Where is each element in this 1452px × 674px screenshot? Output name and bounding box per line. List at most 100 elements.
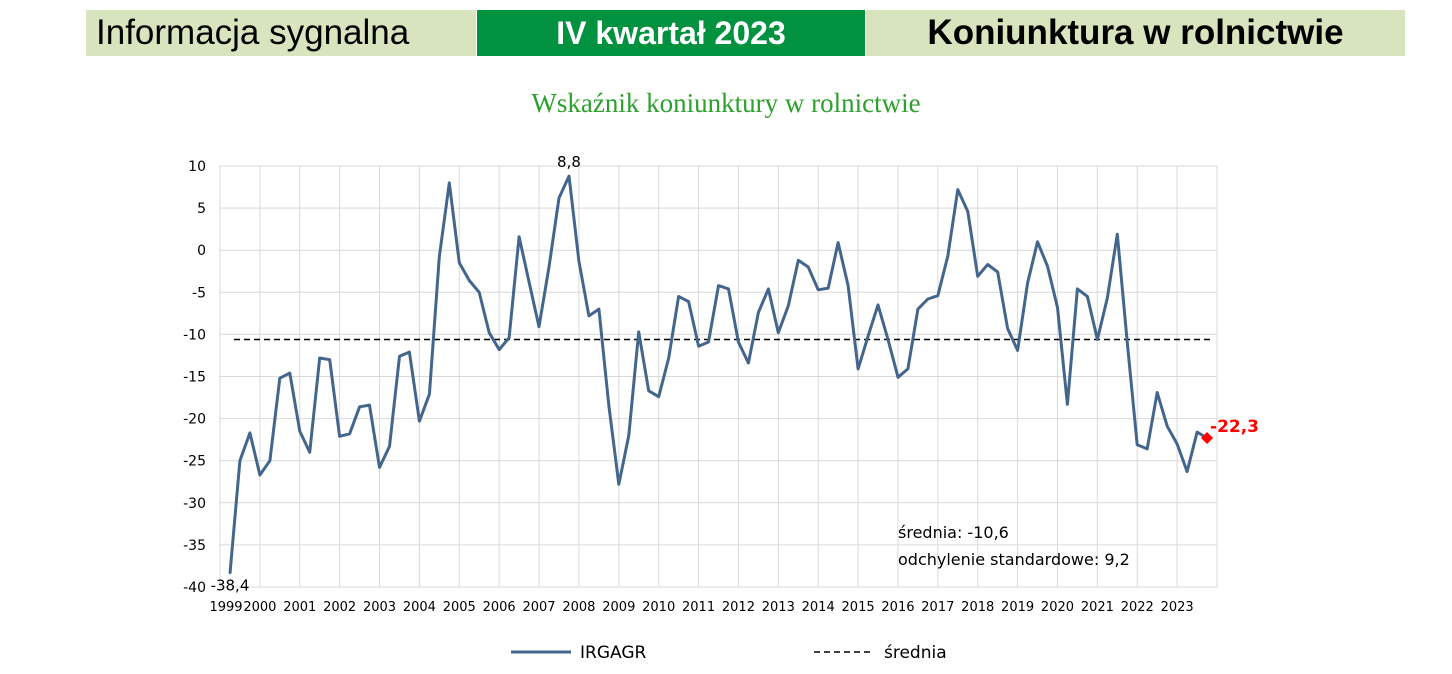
data-point	[1066, 403, 1069, 406]
y-tick-label: -40	[183, 580, 206, 596]
data-point	[1196, 431, 1198, 433]
y-tick-label: -35	[183, 538, 206, 554]
data-point	[1056, 306, 1059, 309]
data-point	[837, 241, 839, 244]
data-point	[897, 376, 899, 379]
data-point	[498, 348, 500, 351]
series-line-irgagr	[228, 174, 1208, 574]
data-point	[1156, 391, 1158, 394]
std-annotation: odchylenie standardowe: 9,2	[898, 550, 1130, 569]
data-point	[408, 351, 411, 353]
data-point	[956, 188, 959, 191]
x-tick-label: 2008	[562, 600, 595, 615]
x-tick-label: 2019	[1001, 600, 1034, 615]
data-point	[458, 262, 461, 264]
data-point	[767, 288, 770, 290]
x-tick-label: 2007	[522, 600, 555, 615]
data-point	[757, 311, 760, 314]
data-point	[308, 451, 311, 454]
legend: IRGAGR średnia	[511, 643, 947, 663]
data-point	[627, 434, 630, 437]
data-point	[239, 459, 241, 462]
y-tick-label: -10	[183, 327, 206, 343]
data-point	[318, 357, 321, 359]
data-point	[448, 182, 451, 184]
data-point	[966, 210, 969, 213]
y-tick-label: -30	[183, 496, 206, 512]
data-point	[288, 372, 291, 374]
data-point	[647, 390, 650, 392]
data-point	[807, 266, 810, 268]
data-point	[438, 256, 441, 258]
data-point	[398, 355, 401, 358]
data-point	[348, 432, 351, 435]
x-tick-label: 2020	[1041, 600, 1074, 615]
legend-label-irgagr: IRGAGR	[580, 643, 647, 663]
data-point	[1076, 288, 1079, 290]
x-tick-label: 2010	[642, 600, 675, 615]
min-data-label: -38,4	[211, 577, 250, 595]
data-point	[279, 377, 281, 379]
data-point	[707, 341, 710, 343]
data-point	[1106, 297, 1109, 299]
x-tick-label: 2021	[1081, 600, 1114, 615]
data-point	[608, 404, 610, 406]
data-point	[1096, 338, 1099, 341]
data-point	[378, 466, 381, 469]
data-point	[538, 326, 540, 328]
data-point	[1016, 349, 1019, 352]
data-point	[548, 266, 550, 268]
data-point	[358, 406, 361, 408]
x-tick-label: 2018	[961, 600, 994, 615]
data-point	[877, 304, 879, 306]
data-point	[528, 281, 530, 283]
data-point	[787, 304, 790, 307]
data-point	[677, 295, 680, 298]
data-point	[927, 298, 929, 300]
x-tick-label: 2001	[283, 600, 316, 615]
data-point	[887, 338, 889, 341]
data-point	[488, 331, 490, 334]
chart-title: Wskaźnik koniunktury w rolnictwie	[531, 88, 921, 118]
data-point	[1116, 233, 1119, 236]
data-point	[468, 279, 471, 282]
data-point	[697, 345, 700, 347]
data-point	[986, 263, 989, 266]
data-point	[937, 294, 939, 297]
plot-border	[219, 165, 1218, 588]
data-point	[298, 430, 301, 433]
x-tick-label: 2015	[842, 600, 875, 615]
x-tick-label: 2011	[682, 600, 715, 615]
data-point	[637, 331, 640, 333]
x-tick-label: 2014	[802, 600, 835, 615]
data-point	[947, 255, 949, 257]
data-point	[1046, 265, 1049, 267]
x-tick-label: 2000	[243, 600, 276, 615]
y-tick-label: -20	[183, 412, 206, 428]
data-point	[777, 331, 780, 334]
data-point	[388, 445, 391, 448]
series-points	[229, 175, 1214, 575]
data-point	[1086, 295, 1089, 298]
header-period-label: IV kwartał 2023	[477, 10, 865, 56]
max-data-label: 8,8	[557, 153, 581, 171]
x-tick-label: 2017	[921, 600, 954, 615]
last-data-label: -22,3	[1210, 417, 1259, 437]
data-point	[1126, 342, 1129, 344]
data-point	[657, 395, 660, 398]
header-info-label: Informacja sygnalna	[86, 10, 476, 56]
data-point	[418, 420, 421, 422]
data-point	[1166, 425, 1168, 427]
data-point	[428, 393, 431, 395]
data-point	[588, 315, 590, 317]
x-tick-label: 2005	[443, 600, 476, 615]
data-point	[229, 572, 231, 575]
y-tick-label: -5	[192, 285, 206, 301]
data-point	[1186, 470, 1188, 473]
data-point	[747, 362, 750, 364]
data-point	[598, 308, 600, 310]
x-tick-label: 2003	[363, 600, 396, 615]
data-point	[737, 341, 740, 343]
y-axis-ticks: 10 5 0 -5 -10 -15 -20 -25 -30 -35 -40	[183, 159, 206, 596]
